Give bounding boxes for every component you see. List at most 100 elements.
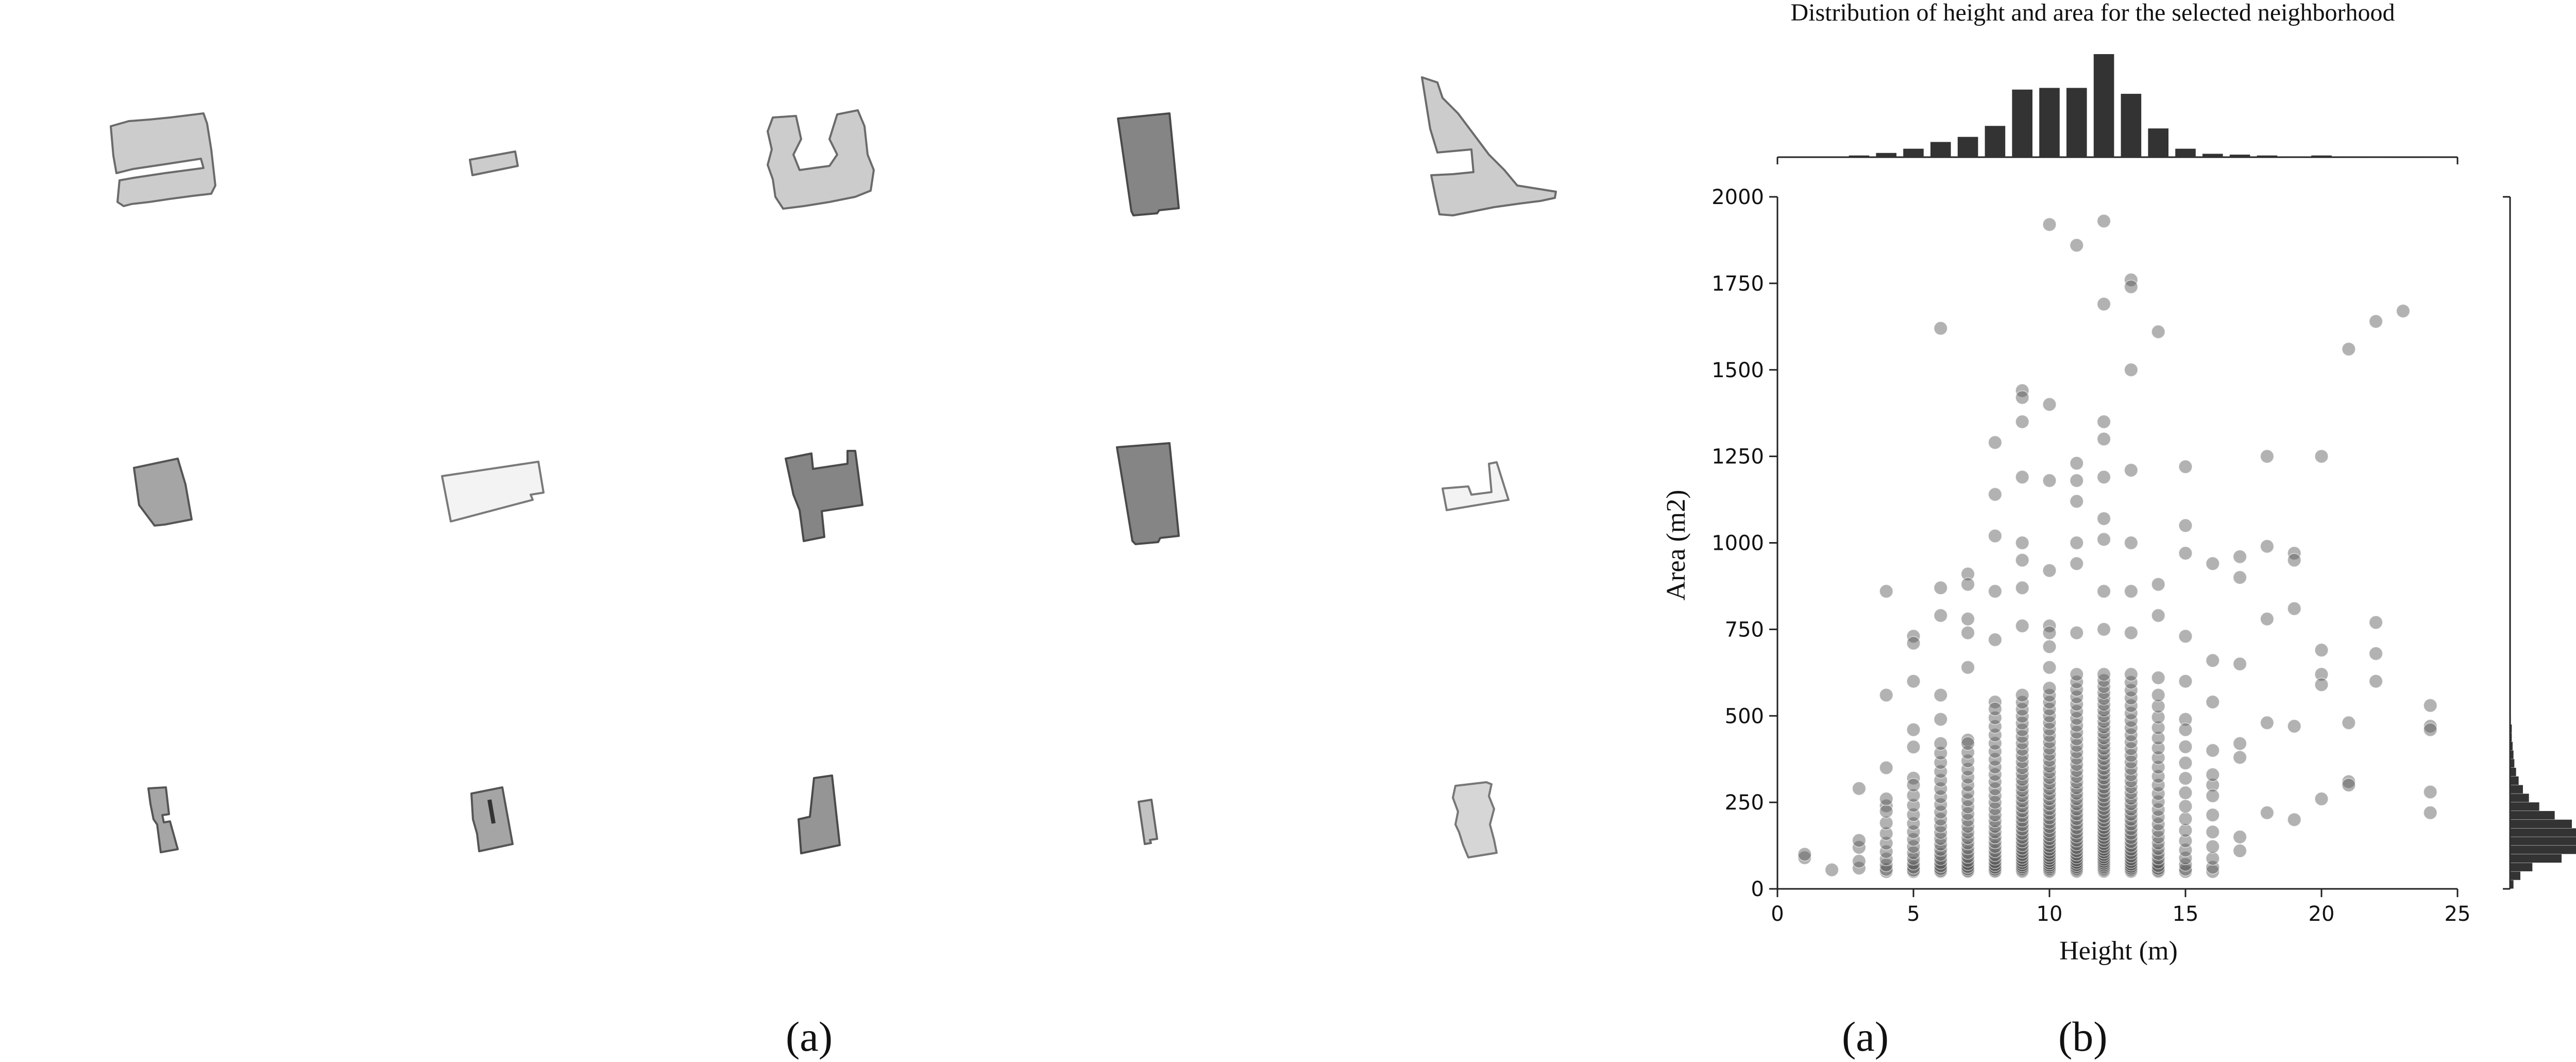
scatter-point bbox=[2096, 751, 2111, 766]
scatter-point bbox=[1988, 736, 2003, 751]
scatter-point bbox=[2042, 801, 2057, 816]
scatter-point bbox=[1934, 688, 1948, 702]
scatter-point bbox=[2015, 799, 2029, 813]
scatter-point bbox=[1960, 825, 1975, 839]
scatter-point bbox=[2314, 678, 2329, 692]
marginal-y-bar bbox=[2510, 733, 2512, 742]
marginal-x-bar bbox=[1849, 155, 1870, 157]
scatter-point bbox=[1934, 847, 1948, 862]
caption-right: (b) bbox=[2058, 1013, 2108, 1060]
building-grid bbox=[110, 76, 1557, 858]
scatter-point bbox=[2015, 804, 2029, 818]
scatter-point bbox=[2124, 785, 2139, 800]
scatter-point bbox=[1988, 584, 2003, 599]
marginal-y-bar bbox=[2510, 767, 2516, 777]
scatter-point bbox=[2151, 608, 2165, 623]
scatter-point bbox=[2151, 720, 2165, 735]
scatter-point bbox=[2015, 581, 2029, 595]
scatter-point bbox=[1988, 848, 2003, 862]
building-1-1 bbox=[110, 112, 216, 207]
scatter-point bbox=[1879, 862, 1893, 876]
scatter-point bbox=[2124, 279, 2139, 294]
scatter-point bbox=[2070, 238, 2084, 252]
scatter-point bbox=[2096, 673, 2111, 688]
scatter-point bbox=[2151, 688, 2165, 702]
scatter-point bbox=[1906, 722, 1921, 737]
scatter-point bbox=[1960, 577, 1975, 592]
scatter-point bbox=[2015, 754, 2029, 769]
scatter-point bbox=[2124, 720, 2139, 735]
scatter-point bbox=[2096, 511, 2111, 526]
scatter-point bbox=[1960, 733, 1975, 748]
building-3-2-divider bbox=[487, 799, 496, 824]
scatter-point bbox=[1960, 856, 1975, 871]
scatter-point bbox=[2178, 862, 2193, 876]
scatter-point bbox=[2368, 314, 2383, 329]
scatter-point bbox=[1960, 836, 1975, 850]
scatter-point bbox=[2151, 670, 2165, 685]
scatter-point bbox=[2368, 646, 2383, 661]
y-tick-label: 2000 bbox=[1711, 186, 1764, 209]
scatter-point bbox=[2287, 812, 2301, 827]
scatter-point bbox=[2396, 304, 2411, 318]
scatter-point bbox=[2232, 736, 2247, 751]
scatter-point bbox=[1879, 804, 1893, 819]
scatter-point bbox=[1988, 760, 2003, 774]
scatter-point bbox=[2342, 342, 2356, 357]
scatter-point bbox=[2015, 390, 2029, 405]
scatter-point bbox=[2178, 546, 2193, 561]
scatter-point bbox=[2124, 802, 2139, 817]
building-1-5 bbox=[1421, 76, 1557, 216]
scatter-point bbox=[1906, 788, 1921, 803]
y-axis-label: Area (m2) bbox=[1662, 490, 1691, 600]
scatter-point bbox=[1934, 797, 1948, 812]
scatter-point bbox=[1988, 819, 2003, 834]
scatter-point bbox=[1988, 774, 2003, 789]
scatter-point bbox=[2151, 817, 2165, 832]
scatter-point bbox=[2124, 791, 2139, 806]
y-tick-label: 0 bbox=[1751, 878, 1764, 901]
scatter-point bbox=[2096, 685, 2111, 700]
scatter-point bbox=[2178, 755, 2193, 770]
scatter-point bbox=[2151, 846, 2165, 861]
scatter-point bbox=[2070, 786, 2084, 801]
scatter-point bbox=[2096, 813, 2111, 828]
x-tick-label: 25 bbox=[2445, 902, 2471, 926]
scatter-point bbox=[1852, 854, 1867, 869]
building-2-2 bbox=[441, 461, 545, 522]
scatter-point bbox=[2042, 397, 2057, 412]
scatter-point bbox=[2124, 675, 2139, 690]
scatter-point bbox=[2096, 766, 2111, 781]
marginal-y-bar bbox=[2510, 837, 2576, 846]
scatter-point bbox=[1934, 837, 1948, 852]
scatter-point bbox=[2015, 470, 2029, 484]
caption-left: (a) bbox=[786, 1013, 833, 1060]
scatter-point bbox=[1988, 728, 2003, 743]
scatter-point bbox=[2124, 834, 2139, 849]
scatter-point bbox=[2206, 653, 2220, 668]
scatter-point bbox=[2015, 788, 2029, 803]
caption-middle: (a) bbox=[1842, 1013, 1889, 1060]
scatter-point bbox=[2070, 689, 2084, 704]
marginal-x-bar bbox=[2311, 155, 2332, 157]
scatter-point bbox=[1879, 852, 1893, 866]
marginal-y-bar bbox=[2510, 794, 2529, 802]
marginal-x-bar bbox=[1985, 126, 2006, 157]
y-tick-label: 500 bbox=[1725, 704, 1764, 728]
scatter-point bbox=[2151, 810, 2165, 824]
scatter-point bbox=[2151, 802, 2165, 817]
scatter-point bbox=[2232, 844, 2247, 858]
scatter-point bbox=[1934, 858, 1948, 873]
scatter-point bbox=[2368, 615, 2383, 630]
scatter-point bbox=[2314, 643, 2329, 658]
scatter-point bbox=[1988, 529, 2003, 543]
scatter-point bbox=[2070, 797, 2084, 811]
scatter-point bbox=[2124, 535, 2139, 550]
scatter-point bbox=[1852, 833, 1867, 848]
y-tick-label: 750 bbox=[1725, 618, 1764, 642]
scatter-point bbox=[1879, 845, 1893, 859]
scatter-point bbox=[2096, 817, 2111, 831]
scatter-point bbox=[2206, 824, 2220, 839]
scatter-point bbox=[2124, 767, 2139, 782]
scatter-point bbox=[2232, 549, 2247, 564]
